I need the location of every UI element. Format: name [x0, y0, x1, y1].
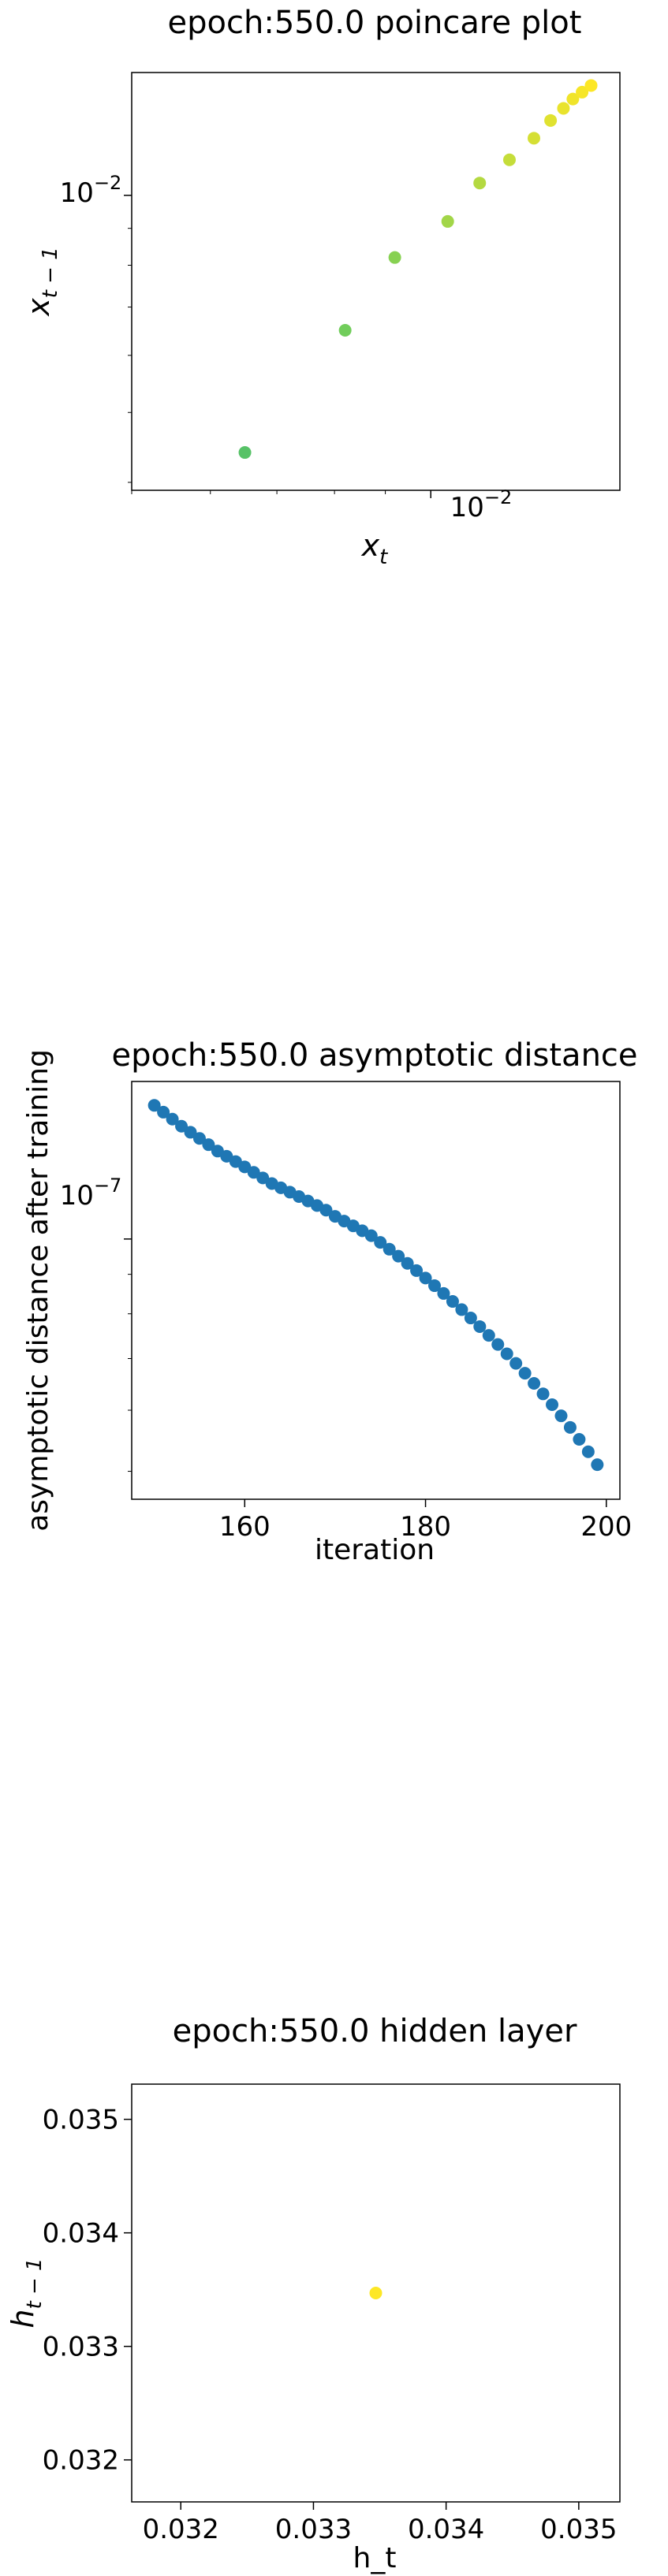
data-point — [500, 1347, 513, 1361]
x-tick-label: 160 — [219, 1511, 271, 1543]
x-tick-label: 200 — [580, 1511, 632, 1543]
data-points — [147, 1099, 604, 1472]
y-tick-label: 10−7 — [60, 1174, 122, 1212]
data-point — [388, 251, 401, 264]
x-tick-label: 0.035 — [540, 2514, 617, 2545]
poincare-chart: epoch:550.0 poincare plot 10−2 10−2 xt x… — [21, 5, 621, 569]
data-point — [437, 1286, 450, 1300]
data-point — [184, 1126, 197, 1139]
data-point — [401, 1256, 414, 1270]
data-point — [364, 1229, 378, 1242]
data-point — [192, 1132, 206, 1145]
data-point — [455, 1303, 468, 1316]
data-point — [527, 132, 540, 145]
x-tick-labels: 160 180 200 — [219, 1511, 632, 1543]
data-point — [576, 85, 589, 99]
data-point — [546, 1398, 559, 1412]
data-point — [584, 79, 598, 92]
data-point — [509, 1357, 523, 1370]
x-tick-label: 0.034 — [408, 2514, 484, 2545]
y-tick-label: 10−2 — [60, 172, 122, 209]
chart-title: epoch:550.0 asymptotic distance — [111, 1037, 637, 1074]
x-tick-label: 0.032 — [143, 2514, 219, 2545]
data-point — [491, 1338, 505, 1351]
y-axis-label: xt − 1 — [21, 247, 62, 317]
data-point — [441, 214, 454, 228]
y-tick-label: 0.032 — [43, 2445, 119, 2477]
axis-ticks — [124, 2118, 580, 2510]
data-point — [147, 1099, 161, 1112]
y-tick-label: 0.034 — [43, 2218, 119, 2250]
x-tick-labels: 0.032 0.033 0.034 0.035 — [143, 2514, 618, 2545]
data-point — [581, 1445, 595, 1458]
data-point — [338, 323, 352, 337]
data-point — [446, 1295, 459, 1308]
hidden-layer-chart: epoch:550.0 hidden layer 0.032 0.033 0.034… — [6, 2013, 621, 2574]
data-point — [247, 1166, 260, 1179]
data-point — [473, 1320, 487, 1333]
data-point — [544, 114, 558, 127]
svg-text:10−2: 10−2 — [450, 486, 513, 523]
data-point — [157, 1105, 170, 1119]
data-point — [392, 1249, 405, 1263]
data-points — [369, 2287, 383, 2299]
data-point — [319, 1204, 333, 1217]
data-point — [374, 1236, 387, 1249]
plot-area — [131, 2083, 621, 2503]
axis-ticks — [124, 195, 431, 498]
y-tick-label: 0.035 — [43, 2105, 119, 2136]
data-point — [166, 1112, 179, 1126]
plot-area — [131, 1081, 621, 1500]
svg-text:10−2: 10−2 — [60, 172, 122, 209]
data-point — [557, 102, 570, 115]
x-axis-label: h_t — [353, 2542, 397, 2574]
x-tick-label: 0.033 — [275, 2514, 352, 2545]
y-axis-label: asymptotic distance after training — [22, 1049, 54, 1532]
axis-ticks — [124, 1238, 607, 1507]
data-point — [369, 2287, 383, 2299]
data-point — [238, 1160, 252, 1174]
data-point — [202, 1138, 215, 1152]
data-point — [238, 446, 252, 460]
data-point — [428, 1279, 442, 1293]
x-axis-label: xt — [361, 528, 389, 569]
y-axis-label: ht − 1 — [6, 2258, 47, 2328]
chart-title: epoch:550.0 poincare plot — [168, 5, 582, 41]
data-points — [238, 79, 598, 460]
data-point — [464, 1312, 477, 1325]
x-tick-label: 180 — [400, 1511, 451, 1543]
asymptotic-distance-chart: epoch:550.0 asymptotic distance 160 180 20… — [22, 1037, 638, 1566]
x-axis-label: iteration — [315, 1534, 435, 1566]
y-tick-label: 0.033 — [43, 2332, 119, 2363]
data-point — [482, 1329, 495, 1342]
x-tick-label: 10−2 — [450, 486, 513, 523]
data-point — [566, 92, 580, 106]
data-point — [573, 1433, 586, 1446]
data-point — [528, 1376, 541, 1390]
data-point — [175, 1119, 188, 1133]
svg-text:10−7: 10−7 — [60, 1174, 122, 1212]
chart-title: epoch:550.0 hidden layer — [173, 2013, 577, 2049]
data-point — [554, 1409, 568, 1423]
data-point — [563, 1420, 577, 1434]
data-point — [473, 177, 487, 190]
data-point — [502, 153, 516, 166]
data-point — [383, 1242, 396, 1256]
data-point — [591, 1458, 604, 1472]
data-point — [536, 1387, 550, 1401]
data-point — [256, 1171, 270, 1185]
data-point — [419, 1271, 432, 1285]
data-point — [410, 1264, 424, 1277]
plot-area — [131, 72, 621, 491]
y-tick-labels: 0.032 0.033 0.034 0.035 — [43, 2105, 119, 2477]
data-point — [518, 1367, 532, 1380]
